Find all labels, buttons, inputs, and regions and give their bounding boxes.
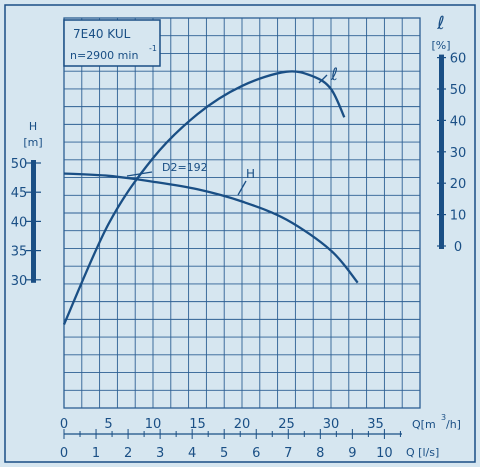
q-ls-tick-label: 0	[60, 446, 68, 461]
q-m3h-tick-label: 20	[234, 417, 251, 432]
q-ls-tick-label: 9	[348, 446, 356, 461]
q-m3h-axis-label: Q[m	[412, 418, 436, 431]
q-m3h-axis-label-end: /h]	[446, 418, 461, 431]
q-m3h-tick-label: 25	[278, 417, 295, 432]
q-ls-tick-label: 8	[316, 446, 324, 461]
h-axis-tick-label: 50	[11, 157, 28, 172]
chart-title: 7E40 KUL	[73, 27, 131, 41]
chart-subtitle: n=2900 min	[70, 49, 138, 62]
q-ls-tick-label: 2	[124, 446, 132, 461]
annotation-d2: D2=192	[162, 161, 208, 174]
h-axis-tick-label: 40	[11, 215, 28, 230]
chart-subtitle-sup: -1	[149, 44, 157, 53]
eta-axis-tick-label: 50	[450, 83, 467, 98]
q-m3h-axis-label-sup: 3	[441, 413, 446, 422]
eta-axis-label: ℓ	[436, 13, 444, 34]
q-ls-tick-label: 10	[376, 446, 393, 461]
q-ls-tick-label: 4	[188, 446, 196, 461]
eta-axis-tick-label: 60	[450, 52, 467, 67]
h-curve	[63, 172, 359, 284]
annotation-leader-line	[126, 171, 153, 177]
eta-axis-tick-label: 10	[450, 209, 467, 224]
grid	[63, 17, 421, 409]
q-m3h-tick-label: 15	[189, 417, 206, 432]
q-m3h-tick-label: 5	[104, 417, 112, 432]
labels: H [m] ℓ [%] Q[m 3 /h] Q [l/s] D2=192 H ℓ	[23, 13, 461, 459]
h-label-leader-line	[237, 180, 247, 196]
eta-curve-label: ℓ	[330, 65, 338, 85]
eta-axis-tick-label: 20	[450, 177, 467, 192]
eta-curve	[62, 70, 346, 325]
eta-axis-tick-label: 40	[450, 114, 467, 129]
q-ls-tick-label: 5	[220, 446, 228, 461]
eta-axis-unit: [%]	[431, 39, 450, 52]
outer-frame	[4, 4, 476, 463]
curves	[62, 70, 359, 325]
title-box: 7E40 KUL n=2900 min -1	[63, 19, 161, 67]
h-curve-label: H	[246, 167, 255, 181]
q-ls-tick-label: 6	[252, 446, 260, 461]
q-ls-tick-label: 1	[92, 446, 100, 461]
h-axis-unit: [m]	[23, 136, 42, 149]
q-m3h-tick-label: 10	[145, 417, 162, 432]
q-m3h-tick-label: 30	[323, 417, 340, 432]
h-axis-tick-label: 35	[11, 245, 28, 260]
eta-axis-tick-label: 30	[450, 146, 467, 161]
q-ls-axis-label: Q [l/s]	[406, 446, 439, 459]
eta-label-leader-line	[318, 74, 328, 84]
q-ls-tick-label: 3	[156, 446, 164, 461]
q-ls-tick-label: 7	[284, 446, 292, 461]
q-m3h-tick-label: 0	[60, 417, 68, 432]
title-box-frame	[63, 19, 161, 67]
q-m3h-tick-label: 35	[367, 417, 384, 432]
eta-axis-tick-label: 0	[454, 240, 462, 255]
h-axis-label: H	[29, 120, 37, 133]
h-axis-tick-label: 45	[11, 186, 28, 201]
h-axis-tick-label: 30	[11, 274, 28, 289]
